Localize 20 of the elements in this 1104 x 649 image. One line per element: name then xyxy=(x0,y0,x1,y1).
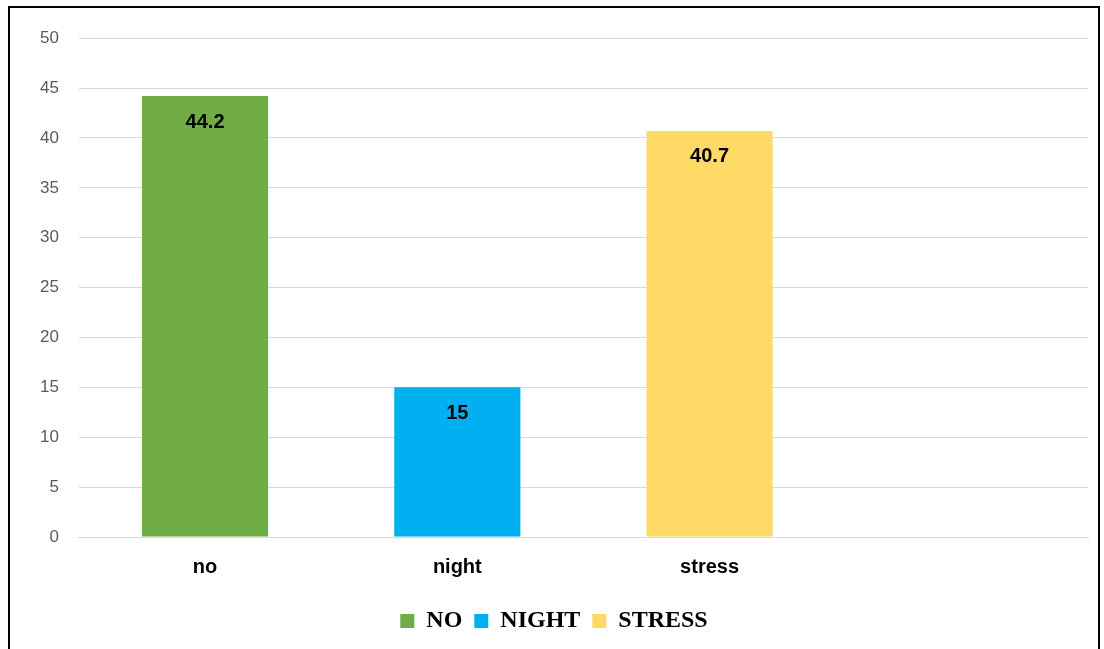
x-tick-label: no xyxy=(192,554,218,577)
y-tick-label: 25 xyxy=(39,277,59,297)
legend-label: STRESS xyxy=(618,606,708,633)
y-tick-label: 20 xyxy=(39,327,59,347)
y-tick-label: 15 xyxy=(39,377,59,397)
y-tick-label: 45 xyxy=(39,77,59,97)
y-tick-label: 10 xyxy=(39,426,59,446)
data-label: 15 xyxy=(446,400,469,423)
y-tick-label: 5 xyxy=(49,476,59,496)
legend-label: NIGHT xyxy=(500,606,581,633)
x-tick-label: stress xyxy=(680,554,740,577)
y-tick-label: 50 xyxy=(39,27,59,47)
x-tick-label: night xyxy=(432,554,483,577)
legend-label: NO xyxy=(426,606,463,633)
y-tick-label: 0 xyxy=(49,526,59,546)
data-label: 44.2 xyxy=(185,109,225,132)
y-tick-label: 35 xyxy=(39,177,59,197)
y-tick-label: 30 xyxy=(39,227,59,247)
y-tick-label: 40 xyxy=(39,127,59,147)
data-label: 40.7 xyxy=(690,144,730,167)
